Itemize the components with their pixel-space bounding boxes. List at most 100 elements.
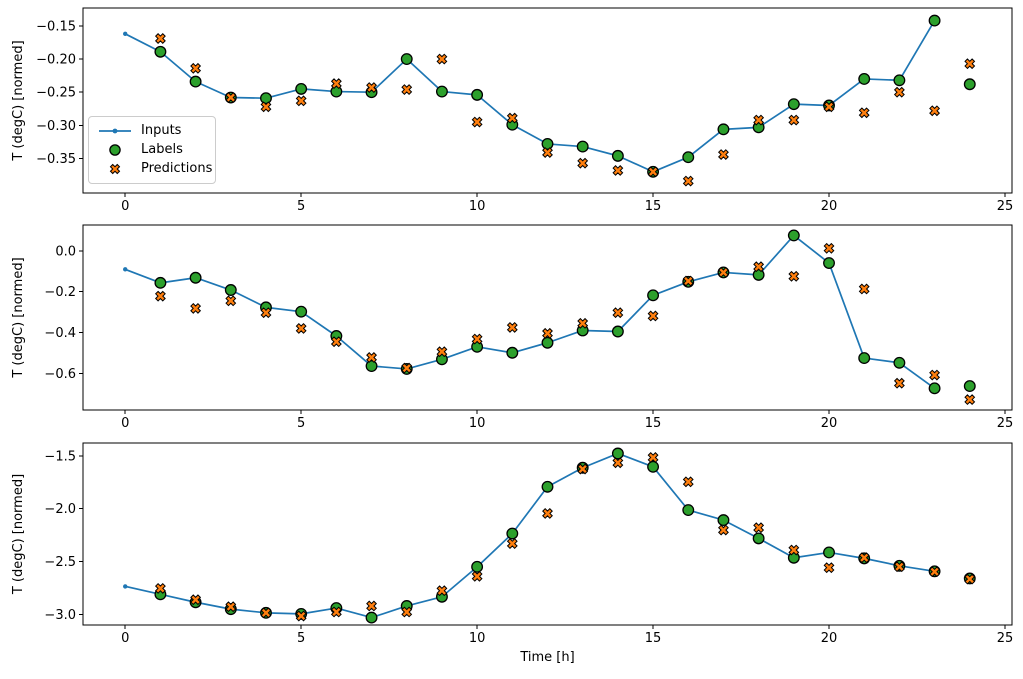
inputs-line-series bbox=[123, 451, 937, 620]
prediction-point bbox=[577, 463, 589, 475]
prediction-point bbox=[471, 333, 483, 345]
prediction-point bbox=[612, 165, 624, 176]
x-tick-label: 5 bbox=[297, 199, 305, 214]
x-tick-label: 15 bbox=[645, 199, 662, 214]
x-glyph bbox=[542, 327, 553, 339]
labels-scatter-series bbox=[154, 14, 976, 178]
prediction-point bbox=[295, 95, 307, 107]
prediction-point bbox=[401, 84, 413, 96]
labels-scatter-series bbox=[154, 229, 976, 395]
prediction-point bbox=[401, 362, 413, 374]
x-glyph bbox=[647, 310, 659, 322]
y-tick-label: −0.6 bbox=[44, 367, 76, 382]
x-glyph bbox=[471, 333, 483, 345]
x-tick-label: 0 bbox=[121, 199, 129, 214]
labels-scatter-series bbox=[154, 447, 976, 624]
prediction-point bbox=[893, 561, 905, 573]
x-glyph bbox=[260, 307, 272, 319]
label-point bbox=[717, 123, 730, 136]
prediction-point bbox=[893, 86, 905, 98]
inputs-dot bbox=[123, 267, 128, 272]
subplot-3: 0 5 10 15 20 25 −1.5 −2.0 −2.5 −3.0 T (degC) [norm… bbox=[11, 442, 1013, 665]
y-tick-label: −0.30 bbox=[36, 119, 76, 134]
x-tick-label: 20 bbox=[821, 631, 838, 646]
x-glyph bbox=[964, 58, 976, 70]
prediction-point bbox=[718, 524, 729, 536]
x-tick-label: 10 bbox=[469, 631, 486, 646]
label-point bbox=[752, 268, 765, 281]
label-point bbox=[752, 532, 765, 545]
prediction-point bbox=[330, 606, 342, 618]
y-tick-label: −0.4 bbox=[44, 326, 76, 341]
x-glyph bbox=[260, 101, 272, 113]
prediction-point bbox=[858, 107, 870, 119]
prediction-point bbox=[647, 310, 659, 322]
label-point bbox=[365, 611, 378, 624]
label-point bbox=[189, 271, 202, 284]
x-glyph bbox=[964, 573, 976, 585]
x-glyph bbox=[858, 552, 870, 564]
y-tick-label: −0.15 bbox=[36, 19, 76, 34]
x-glyph bbox=[225, 92, 237, 103]
subplot-2: 0 5 10 15 20 25 0.0 −0.2 −0.4 −0.6 T (degC) [norme… bbox=[11, 224, 1014, 431]
label-point bbox=[823, 546, 835, 559]
x-glyph bbox=[788, 544, 800, 556]
prediction-point bbox=[225, 295, 237, 307]
x-glyph bbox=[436, 585, 448, 597]
x-glyph bbox=[225, 295, 237, 307]
prediction-point bbox=[471, 570, 483, 582]
inputs-line bbox=[124, 19, 936, 173]
label-point bbox=[189, 75, 202, 88]
y-tick-label: −1.5 bbox=[44, 449, 76, 464]
label-point bbox=[717, 514, 730, 527]
predictions-scatter-series bbox=[154, 452, 976, 622]
x-glyph bbox=[295, 610, 307, 622]
legend-circle bbox=[109, 144, 121, 156]
x-glyph bbox=[682, 476, 694, 488]
x-tick-label: 5 bbox=[297, 416, 305, 431]
label-point bbox=[506, 527, 519, 540]
prediction-point bbox=[753, 261, 765, 273]
legend-label-labels: Labels bbox=[141, 142, 183, 157]
prediction-point bbox=[190, 594, 202, 606]
label-point bbox=[330, 85, 343, 98]
x-glyph bbox=[858, 283, 870, 295]
prediction-point bbox=[823, 242, 835, 254]
x-glyph bbox=[190, 302, 202, 314]
label-point bbox=[541, 137, 554, 150]
prediction-point bbox=[964, 58, 976, 70]
x-glyph bbox=[929, 105, 941, 117]
label-point bbox=[365, 360, 378, 372]
x-glyph bbox=[788, 270, 800, 282]
prediction-point bbox=[436, 346, 448, 358]
prediction-point bbox=[260, 307, 272, 319]
axes-box bbox=[82, 442, 1013, 626]
x-glyph bbox=[612, 165, 624, 176]
label-point bbox=[647, 289, 660, 302]
x-tick-label: 10 bbox=[469, 416, 486, 431]
prediction-point bbox=[753, 522, 765, 534]
x-glyph bbox=[542, 507, 553, 519]
x-glyph bbox=[964, 394, 976, 406]
prediction-point bbox=[154, 290, 166, 302]
inputs-line bbox=[124, 452, 936, 619]
x-glyph bbox=[647, 452, 659, 463]
x-tick-label: 25 bbox=[997, 416, 1014, 431]
prediction-point bbox=[260, 607, 272, 619]
x-glyph bbox=[225, 601, 237, 613]
prediction-point bbox=[682, 476, 694, 488]
x-glyph bbox=[718, 524, 729, 536]
label-point bbox=[224, 284, 237, 296]
y-tick-label: −0.20 bbox=[36, 53, 76, 68]
prediction-point bbox=[858, 552, 870, 564]
prediction-point bbox=[647, 452, 659, 463]
prediction-point bbox=[190, 62, 202, 74]
prediction-point bbox=[682, 275, 694, 287]
predictions-scatter-series bbox=[154, 33, 976, 187]
circle-marker-icon bbox=[109, 144, 121, 156]
prediction-point bbox=[858, 283, 870, 295]
x-tick-label: 10 bbox=[469, 199, 486, 214]
label-point bbox=[541, 336, 554, 349]
